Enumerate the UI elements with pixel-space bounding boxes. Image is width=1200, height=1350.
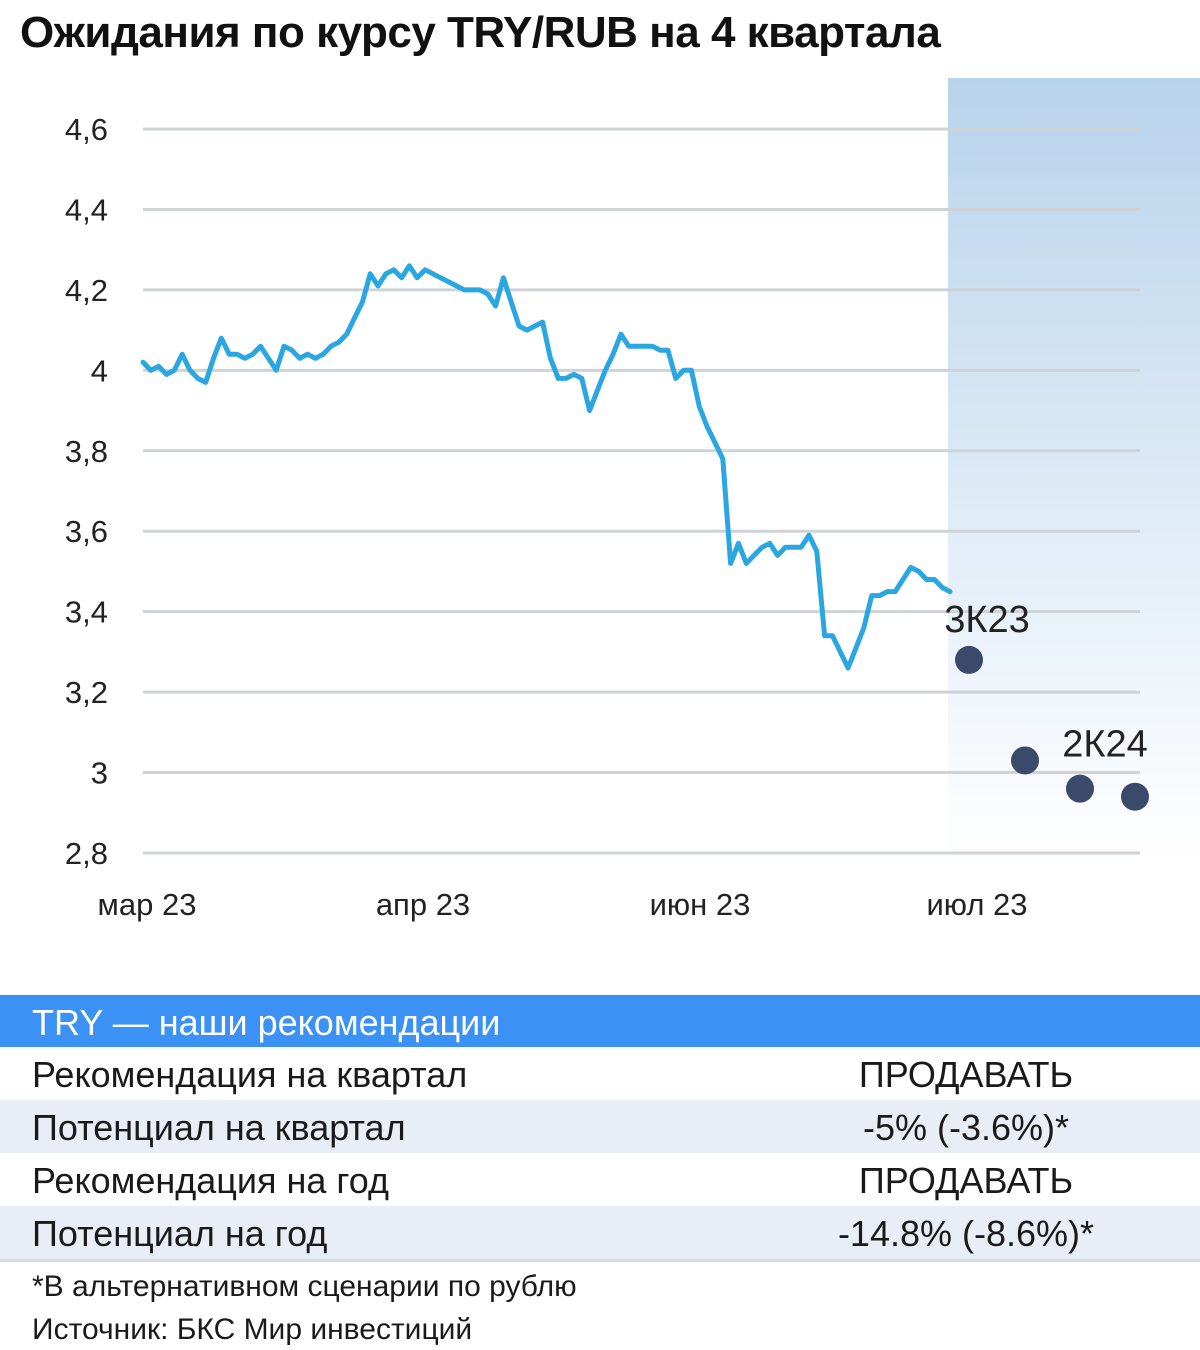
table-row: Потенциал на год -14.8% (-8.6%)* xyxy=(0,1206,1200,1259)
forecast-point xyxy=(1066,774,1094,803)
table-row: Рекомендация на год ПРОДАВАТЬ xyxy=(0,1153,1200,1206)
table-row: Потенциал на квартал -5% (-3.6%)* xyxy=(0,1100,1200,1153)
chart-title: Ожидания по курсу TRY/RUB на 4 квартала xyxy=(20,8,941,57)
x-axis-ticks: мар 23 апр 23 июн 23 июл 23 xyxy=(98,887,1028,922)
forecast-point xyxy=(955,645,983,674)
x-tick-label: июн 23 xyxy=(650,887,751,922)
footnote: *В альтернативном сценарии по рублю xyxy=(32,1270,577,1303)
y-tick-label: 3,6 xyxy=(65,514,108,549)
y-tick-label: 4,2 xyxy=(65,273,108,308)
y-tick-label: 4 xyxy=(91,353,108,388)
forecast-point xyxy=(1011,746,1039,775)
forecast-point xyxy=(1121,782,1149,811)
table-row: Рекомендация на квартал ПРОДАВАТЬ xyxy=(0,1047,1200,1100)
y-tick-label: 3 xyxy=(91,756,108,791)
y-tick-label: 3,8 xyxy=(65,434,108,469)
y-tick-label: 4,4 xyxy=(65,192,108,227)
row-value: -14.8% (-8.6%)* xyxy=(837,1213,1095,1254)
x-tick-label: апр 23 xyxy=(376,887,470,922)
y-axis-ticks: 4,6 4,4 4,2 4 3,8 3,6 3,4 3,2 3 2,8 xyxy=(65,112,108,871)
row-value: ПРОДАВАТЬ xyxy=(858,1160,1074,1201)
line-chart: 4,6 4,4 4,2 4 3,8 3,6 3,4 3,2 3 2,8 мар 23 апр 23 и… xyxy=(65,78,1200,922)
table-header: TRY — наши рекомендации xyxy=(0,995,1200,1047)
series-line xyxy=(140,263,953,671)
row-label: Рекомендация на квартал xyxy=(32,1054,468,1095)
recommendations-table: TRY — наши рекомендации Рекомендация на … xyxy=(0,995,1200,1262)
row-label: Потенциал на квартал xyxy=(32,1107,406,1148)
x-tick-label: июл 23 xyxy=(926,887,1027,922)
gridlines xyxy=(143,127,1140,855)
table-bottom-rule xyxy=(0,1259,1200,1262)
source-note: Источник: БКС Мир инвестиций xyxy=(32,1313,473,1346)
forecast-label: 2К24 xyxy=(1062,724,1148,766)
forecast-label: 3К23 xyxy=(944,599,1030,641)
y-tick-label: 3,4 xyxy=(65,595,108,630)
y-tick-label: 4,6 xyxy=(65,112,108,147)
row-label: Потенциал на год xyxy=(32,1213,328,1254)
y-tick-label: 2,8 xyxy=(65,836,108,871)
forecast-points: 3К23 2К24 xyxy=(944,599,1149,811)
y-tick-label: 3,2 xyxy=(65,675,108,710)
row-value: ПРОДАВАТЬ xyxy=(858,1054,1074,1095)
row-value: -5% (-3.6%)* xyxy=(862,1107,1070,1148)
row-label: Рекомендация на год xyxy=(32,1160,390,1201)
x-tick-label: мар 23 xyxy=(98,887,197,922)
